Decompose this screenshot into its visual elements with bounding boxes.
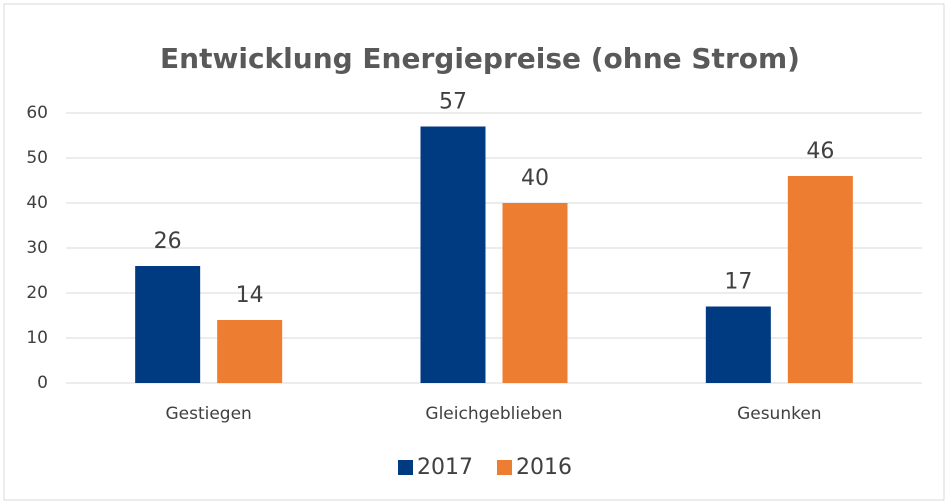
bar — [217, 320, 283, 383]
legend-label: 2016 — [516, 455, 572, 480]
legend-swatch — [497, 460, 512, 475]
y-tick-label: 10 — [26, 328, 48, 348]
y-tick-label: 20 — [26, 283, 48, 303]
x-tick-label: Gesunken — [737, 404, 822, 424]
legend-swatch — [398, 460, 413, 475]
y-tick-label: 50 — [26, 148, 48, 168]
data-label: 40 — [521, 166, 549, 191]
data-label: 14 — [236, 283, 264, 308]
bar — [787, 176, 853, 383]
bar — [420, 126, 486, 383]
y-tick-label: 30 — [26, 238, 48, 258]
x-tick-label: Gleichgeblieben — [425, 404, 562, 424]
y-tick-label: 0 — [37, 373, 48, 393]
chart-title: Entwicklung Energiepreise (ohne Strom) — [160, 42, 800, 75]
y-tick-label: 60 — [26, 103, 48, 123]
bar — [705, 306, 771, 383]
y-tick-label: 40 — [26, 193, 48, 213]
x-tick-label: Gestiegen — [165, 404, 251, 424]
legend-label: 2017 — [417, 455, 473, 480]
bar — [135, 266, 201, 383]
bar — [502, 203, 568, 383]
data-label: 26 — [154, 229, 182, 254]
data-label: 46 — [806, 139, 834, 164]
data-label: 17 — [724, 270, 752, 295]
data-label: 57 — [439, 90, 467, 115]
